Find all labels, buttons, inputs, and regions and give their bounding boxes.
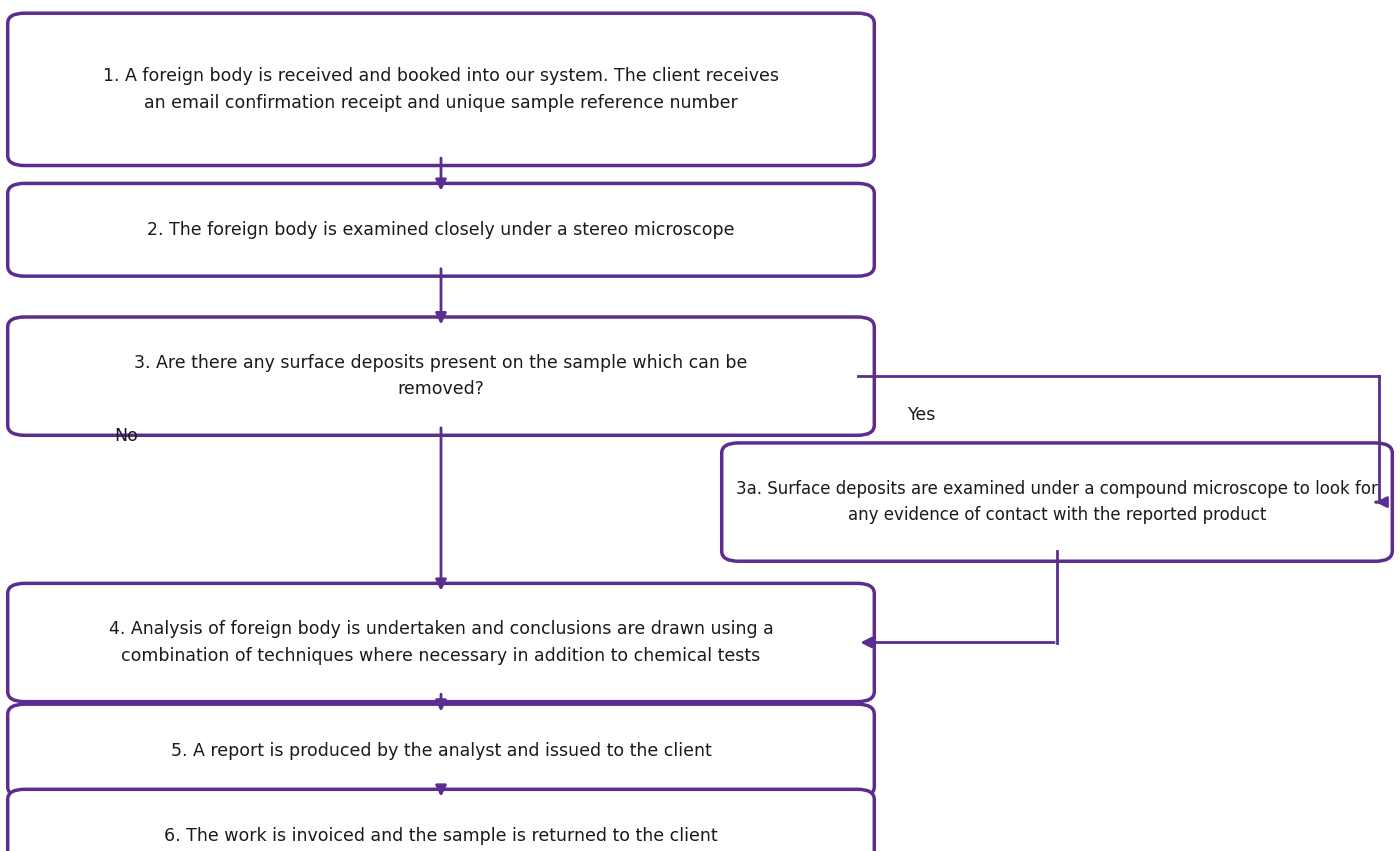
FancyBboxPatch shape	[8, 14, 874, 165]
Text: 6. The work is invoiced and the sample is returned to the client: 6. The work is invoiced and the sample i…	[164, 826, 718, 845]
FancyBboxPatch shape	[8, 584, 874, 701]
Text: 5. A report is produced by the analyst and issued to the client: 5. A report is produced by the analyst a…	[171, 741, 711, 760]
FancyBboxPatch shape	[8, 705, 874, 797]
Text: 3. Are there any surface deposits present on the sample which can be
removed?: 3. Are there any surface deposits presen…	[134, 354, 748, 398]
Text: 3a. Surface deposits are examined under a compound microscope to look for
any ev: 3a. Surface deposits are examined under …	[736, 480, 1378, 524]
Text: No: No	[113, 426, 139, 445]
Text: Yes: Yes	[909, 406, 937, 425]
FancyBboxPatch shape	[8, 317, 874, 436]
Text: 4. Analysis of foreign body is undertaken and conclusions are drawn using a
comb: 4. Analysis of foreign body is undertake…	[109, 620, 773, 665]
Text: 1. A foreign body is received and booked into our system. The client receives
an: 1. A foreign body is received and booked…	[104, 67, 778, 111]
Text: 2. The foreign body is examined closely under a stereo microscope: 2. The foreign body is examined closely …	[147, 220, 735, 239]
FancyBboxPatch shape	[8, 184, 874, 276]
FancyBboxPatch shape	[722, 443, 1392, 562]
FancyBboxPatch shape	[8, 790, 874, 851]
